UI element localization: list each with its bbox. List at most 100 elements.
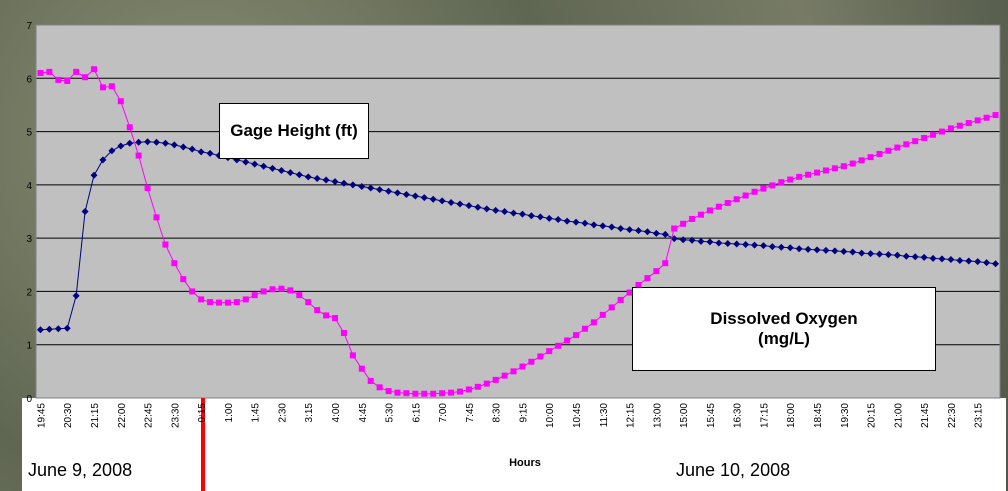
data-point — [787, 177, 793, 183]
x-tick-label: 7:00 — [438, 403, 449, 423]
data-point — [403, 390, 409, 396]
data-point — [885, 148, 891, 154]
data-point — [225, 300, 231, 306]
data-point — [189, 288, 195, 294]
data-point — [377, 384, 383, 390]
data-point — [778, 179, 784, 185]
data-point — [46, 69, 52, 75]
date-label: June 9, 2008 — [28, 460, 132, 480]
data-point — [162, 242, 168, 248]
data-point — [332, 315, 338, 321]
x-tick-label: 22:45 — [144, 403, 155, 428]
data-point — [841, 163, 847, 169]
data-point — [64, 78, 70, 84]
x-tick-label: 20:30 — [63, 403, 74, 428]
data-point — [296, 292, 302, 298]
x-tick-label: 17:15 — [759, 403, 770, 428]
data-point — [457, 389, 463, 395]
x-tick-label: 19:45 — [36, 403, 47, 428]
x-tick-label: 4:00 — [331, 403, 342, 423]
data-point — [484, 381, 490, 387]
data-point — [859, 157, 865, 163]
x-tick-label: 10:00 — [545, 403, 556, 428]
data-point — [37, 70, 43, 76]
y-tick-label: 6 — [26, 74, 32, 85]
data-point — [118, 98, 124, 104]
data-point — [537, 353, 543, 359]
data-point — [966, 120, 972, 126]
data-point — [957, 123, 963, 129]
data-point — [145, 185, 151, 191]
x-tick-label: 0:15 — [197, 403, 208, 423]
data-point — [984, 115, 990, 121]
x-tick-label: 2:30 — [277, 403, 288, 423]
data-point — [439, 390, 445, 396]
data-point — [600, 312, 606, 318]
data-point — [769, 182, 775, 188]
data-point — [100, 84, 106, 90]
data-point — [91, 66, 97, 72]
y-tick-label: 1 — [26, 341, 32, 352]
data-point — [323, 312, 329, 318]
data-point — [653, 268, 659, 274]
data-point — [55, 77, 61, 83]
data-point — [814, 170, 820, 176]
data-point — [350, 352, 356, 358]
x-tick-label: 15:00 — [679, 403, 690, 428]
x-tick-label: 10:45 — [572, 403, 583, 428]
data-point — [894, 145, 900, 151]
data-point — [725, 200, 731, 206]
x-tick-label: 6:15 — [411, 403, 422, 423]
data-point — [850, 161, 856, 167]
data-point — [734, 196, 740, 202]
data-point — [993, 112, 999, 118]
data-point — [475, 384, 481, 390]
data-point — [582, 326, 588, 332]
data-point — [903, 141, 909, 147]
x-tick-label: 18:45 — [813, 403, 824, 428]
x-tick-label: 22:30 — [947, 403, 958, 428]
data-point — [287, 287, 293, 293]
x-tick-label: 4:45 — [358, 403, 369, 423]
data-point — [448, 390, 454, 396]
data-point — [609, 304, 615, 310]
data-point — [680, 221, 686, 227]
data-point — [341, 330, 347, 336]
chart: Hours June 9, 2008 June 10, 2008 0123456… — [0, 0, 1008, 491]
data-point — [180, 276, 186, 282]
data-point — [216, 300, 222, 306]
y-tick-label: 4 — [26, 181, 32, 192]
data-point — [395, 390, 401, 396]
x-tick-label: 21:00 — [893, 403, 904, 428]
data-point — [868, 154, 874, 160]
data-point — [877, 151, 883, 157]
data-point — [573, 332, 579, 338]
x-tick-label: 22:00 — [117, 403, 128, 428]
data-point — [939, 129, 945, 135]
data-point — [752, 189, 758, 195]
y-tick-label: 0 — [26, 394, 32, 405]
x-tick-label: 12:15 — [626, 403, 637, 428]
data-point — [796, 174, 802, 180]
data-point — [591, 319, 597, 325]
data-point — [948, 125, 954, 131]
data-point — [109, 83, 115, 89]
data-point — [921, 135, 927, 141]
data-point — [127, 124, 133, 130]
x-tick-label: 9:15 — [518, 403, 529, 423]
x-tick-label: 16:30 — [733, 403, 744, 428]
data-point — [671, 226, 677, 232]
data-point — [412, 391, 418, 397]
data-point — [368, 378, 374, 384]
x-tick-label: 1:45 — [251, 403, 262, 423]
data-point — [270, 286, 276, 292]
data-point — [511, 368, 517, 374]
data-point — [760, 186, 766, 192]
data-point — [930, 132, 936, 138]
data-point — [136, 153, 142, 159]
x-tick-label: 18:00 — [786, 403, 797, 428]
data-point — [466, 386, 472, 392]
data-point — [386, 388, 392, 394]
data-point — [698, 212, 704, 218]
data-point — [154, 214, 160, 220]
